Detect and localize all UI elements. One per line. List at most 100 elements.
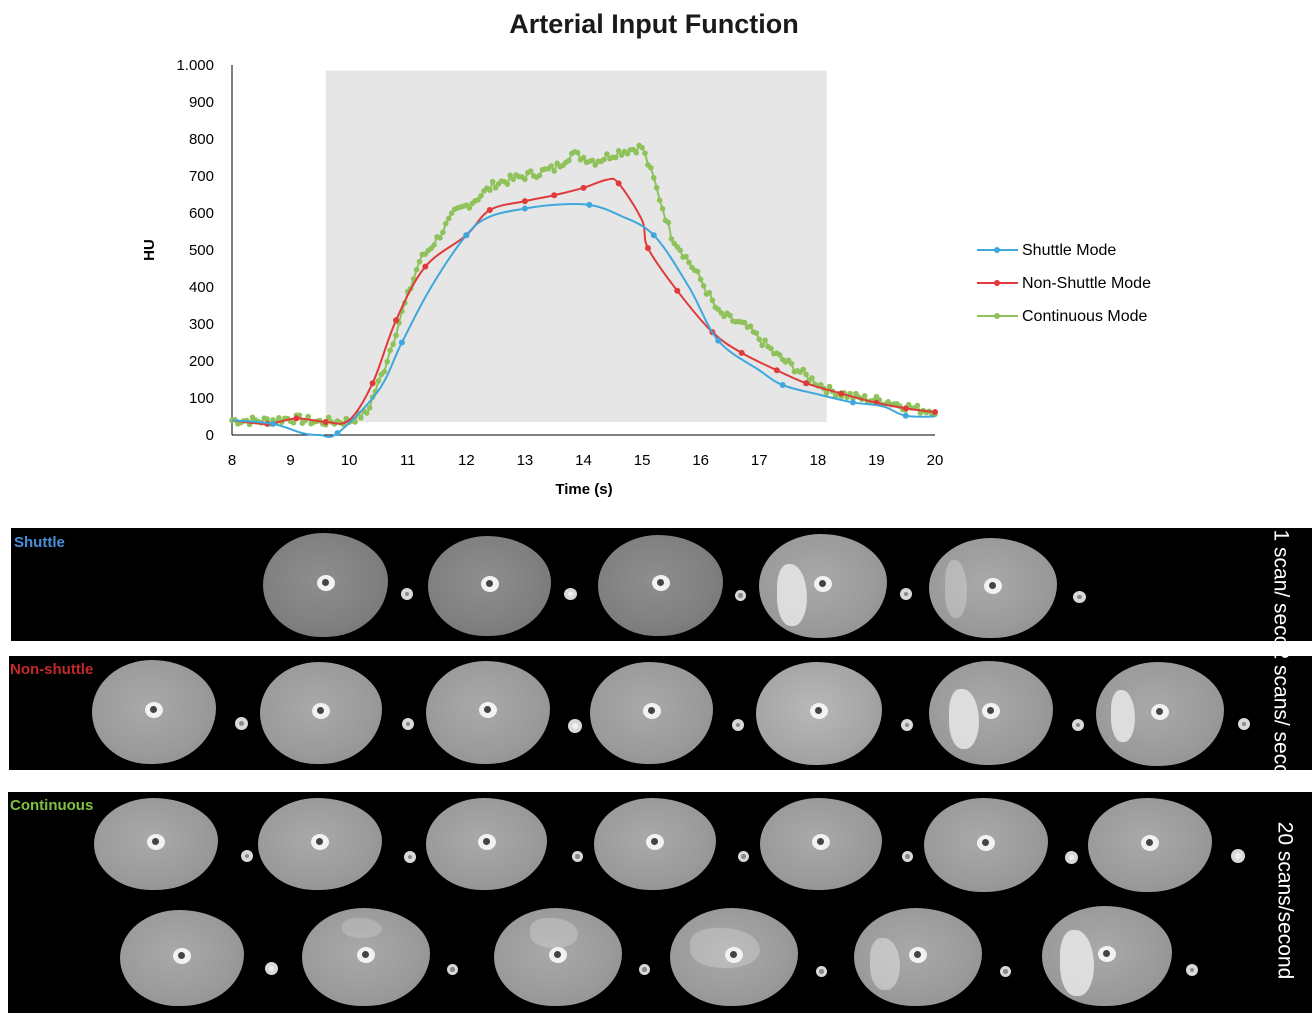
- x-tick-label: 19: [868, 452, 885, 469]
- y-tick-label: 700: [189, 168, 214, 185]
- data-point: [738, 349, 745, 356]
- bone: [480, 576, 499, 592]
- x-tick-label: 9: [286, 452, 294, 469]
- data-point: [932, 409, 938, 416]
- data-point: [823, 390, 830, 396]
- data-point: [521, 205, 528, 212]
- data-point: [773, 367, 780, 374]
- reference-phantom: [1065, 851, 1078, 864]
- data-point: [677, 247, 683, 254]
- ct-slice: [929, 661, 1053, 765]
- x-tick-label: 15: [634, 452, 651, 469]
- data-point: [445, 215, 452, 222]
- ct-slice: [756, 662, 882, 765]
- bone: [814, 575, 832, 592]
- data-point: [715, 337, 722, 344]
- bone: [549, 947, 567, 964]
- series-layer: [229, 142, 938, 438]
- contrast-agent: [1111, 690, 1135, 742]
- data-point: [352, 419, 358, 425]
- data-point: [838, 390, 845, 397]
- ct-slice: [1096, 662, 1224, 766]
- data-point: [580, 154, 587, 161]
- series-shuttle-mode: [231, 201, 936, 438]
- ct-slice: [590, 662, 713, 764]
- contrast-agent: [945, 560, 967, 618]
- x-tick-label: 16: [692, 452, 709, 469]
- data-point: [803, 371, 809, 378]
- data-point: [668, 236, 675, 242]
- reference-phantom: [1000, 966, 1011, 977]
- data-point: [741, 319, 748, 326]
- legend: Shuttle Mode Non-Shuttle Mode Continuous M…: [977, 242, 1151, 325]
- data-point: [747, 323, 754, 329]
- ct-slice: [594, 798, 716, 890]
- data-point: [659, 205, 666, 212]
- ct-slice: [428, 536, 551, 636]
- reference-phantom: [265, 962, 278, 975]
- reference-phantom: [1231, 849, 1245, 863]
- data-point: [521, 198, 528, 205]
- ct-slice: [760, 798, 882, 890]
- data-point: [753, 330, 760, 336]
- ct-slice: [94, 798, 218, 890]
- bone: [725, 947, 743, 964]
- data-point: [551, 168, 558, 174]
- data-point: [504, 181, 511, 187]
- bone: [316, 574, 335, 591]
- contrast-agent: [870, 938, 900, 990]
- data-point: [358, 415, 364, 421]
- bone: [477, 834, 496, 851]
- data-point: [644, 245, 651, 252]
- data-point: [466, 205, 473, 211]
- y-tick-label: 1.000: [176, 57, 214, 74]
- data-point: [615, 148, 622, 154]
- data-point: [653, 184, 660, 191]
- data-point: [390, 341, 396, 348]
- reference-phantom: [732, 719, 744, 731]
- shuttle-scan-strip: Shuttle 1 scan/ second: [11, 528, 1312, 671]
- data-point: [914, 402, 921, 409]
- y-tick-label: 400: [189, 279, 214, 296]
- data-point: [665, 219, 672, 226]
- ct-slice: [92, 660, 216, 764]
- legend-swatch-marker: [994, 247, 1000, 253]
- bone: [1098, 946, 1116, 962]
- y-axis-label: HU: [141, 239, 158, 261]
- data-point: [276, 415, 282, 421]
- data-point: [800, 366, 806, 373]
- legend-swatch-marker: [994, 313, 1000, 319]
- data-point: [902, 405, 909, 412]
- reference-phantom: [401, 588, 413, 600]
- data-point: [656, 197, 663, 204]
- y-tick-label: 800: [189, 131, 214, 148]
- y-tick-label: 200: [189, 353, 214, 370]
- data-point: [694, 268, 701, 275]
- data-point: [700, 283, 707, 289]
- ct-slice: [854, 908, 982, 1006]
- data-point: [648, 164, 654, 171]
- reference-phantom: [1238, 718, 1250, 730]
- data-point: [849, 399, 856, 406]
- data-point: [762, 337, 768, 343]
- ct-slice: [598, 535, 723, 636]
- bone: [145, 701, 163, 718]
- data-point: [293, 415, 300, 422]
- ct-slice: [929, 538, 1057, 638]
- data-point: [305, 413, 311, 420]
- x-axis: 8 9 10 11 12 13 14 15 16 17 18 19 20: [228, 434, 943, 469]
- reference-phantom: [1073, 591, 1086, 603]
- data-point: [264, 416, 270, 422]
- contrast-agent: [949, 689, 979, 749]
- data-point: [486, 187, 493, 193]
- data-point: [398, 339, 405, 346]
- ct-slice: [494, 908, 622, 1006]
- data-point: [697, 276, 704, 283]
- data-point: [639, 144, 645, 151]
- data-point: [375, 378, 382, 384]
- bone: [312, 702, 330, 719]
- bone: [812, 834, 830, 851]
- data-point: [366, 404, 373, 411]
- legend-swatch-marker: [994, 280, 1000, 286]
- reference-phantom: [235, 717, 248, 730]
